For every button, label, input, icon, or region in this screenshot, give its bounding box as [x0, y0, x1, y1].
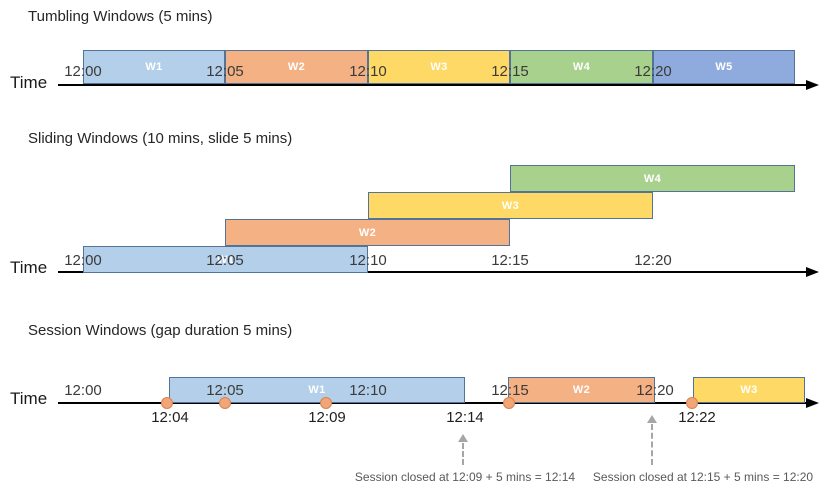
tumbling-window-w2: W2 [225, 50, 368, 84]
session-window-w3: W3 [693, 377, 805, 403]
session-timeline-arrow-icon [806, 398, 819, 408]
window-label: W2 [572, 384, 591, 396]
tumbling-tick-1200: 12:00 [64, 63, 102, 80]
tumbling-window-w3: W3 [368, 50, 510, 84]
session-tick-1220: 12:20 [636, 382, 674, 399]
session-closed-annotation-1: Session closed at 12:09 + 5 mins = 12:14 [354, 470, 576, 484]
window-label: W3 [430, 61, 448, 73]
tumbling-window-w5: W5 [653, 50, 795, 84]
tumbling-window-w4: W4 [510, 50, 653, 84]
window-label: W2 [287, 61, 306, 73]
sliding-tick-1215: 12:15 [491, 252, 529, 269]
window-label: W1 [216, 253, 235, 266]
sliding-window-w3: W3 [368, 192, 653, 219]
tumbling-timeline-arrow-icon [806, 80, 819, 90]
session-event-label-1204: 12:04 [151, 409, 189, 426]
tumbling-section-title: Tumbling Windows (5 mins) [28, 8, 213, 25]
tumbling-time-axis-label: Time [10, 73, 48, 92]
tumbling-tick-1220: 12:20 [634, 63, 672, 80]
session-tick-1215: 12:15 [491, 382, 529, 399]
session-closed-annotation-2: Session closed at 12:15 + 5 mins = 12:20 [592, 470, 814, 484]
event-dot-1205 [219, 397, 231, 409]
event-dot-1215 [503, 397, 515, 409]
callout-arrow-line [651, 424, 653, 465]
session-window-w2: W2 [508, 377, 655, 403]
sliding-tick-1200: 12:00 [64, 252, 102, 269]
sliding-tick-1210: 12:10 [349, 252, 387, 269]
sliding-time-axis-label: Time [10, 258, 48, 277]
sliding-timeline [58, 271, 808, 273]
callout-arrow-up-icon [458, 434, 468, 442]
session-timeline [58, 402, 808, 404]
tumbling-tick-1205: 12:05 [206, 63, 244, 80]
window-label: W2 [358, 226, 377, 239]
session-time-axis-label: Time [10, 389, 48, 408]
sliding-tick-1220: 12:20 [634, 252, 672, 269]
sliding-window-w2: W2 [225, 219, 510, 246]
tumbling-tick-1210: 12:10 [349, 63, 387, 80]
window-label: W5 [715, 61, 733, 73]
session-tick-1200: 12:00 [64, 382, 102, 399]
session-tick-1210: 12:10 [349, 382, 387, 399]
sliding-section-title: Sliding Windows (10 mins, slide 5 mins) [28, 130, 293, 147]
event-dot-1204 [161, 397, 173, 409]
session-tick-1205: 12:05 [206, 382, 244, 399]
tumbling-timeline [58, 84, 808, 86]
window-label: W3 [501, 199, 520, 212]
window-label: W1 [145, 61, 163, 73]
sliding-timeline-arrow-icon [806, 267, 819, 277]
tumbling-window-w1: W1 [83, 50, 225, 84]
session-close-label-1214: 12:14 [446, 409, 484, 426]
event-dot-1222 [686, 397, 698, 409]
session-section-title: Session Windows (gap duration 5 mins) [28, 322, 293, 339]
callout-arrow-line [462, 443, 464, 465]
sliding-window-w1: W1 [83, 246, 368, 273]
event-dot-1209 [320, 397, 332, 409]
window-label: W1 [308, 384, 326, 396]
window-label: W4 [643, 172, 662, 185]
session-window-w1: W1 [169, 377, 465, 403]
sliding-tick-1205: 12:05 [206, 252, 244, 269]
window-label: W3 [740, 384, 758, 396]
tumbling-tick-1215: 12:15 [491, 63, 529, 80]
callout-arrow-up-icon [647, 415, 657, 423]
session-event-label-1222: 12:22 [678, 409, 716, 426]
session-event-label-1209: 12:09 [308, 409, 346, 426]
sliding-window-w4: W4 [510, 165, 795, 192]
window-label: W4 [572, 61, 591, 73]
